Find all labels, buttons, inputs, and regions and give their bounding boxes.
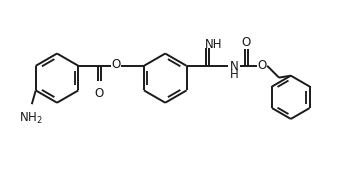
Text: NH$_2$: NH$_2$ — [19, 111, 43, 126]
Text: NH: NH — [205, 38, 223, 51]
Text: O: O — [95, 87, 104, 100]
Text: O: O — [258, 59, 267, 72]
Text: O: O — [111, 58, 120, 71]
Text: H: H — [230, 68, 239, 81]
Text: N: N — [230, 60, 239, 73]
Text: O: O — [242, 36, 251, 49]
